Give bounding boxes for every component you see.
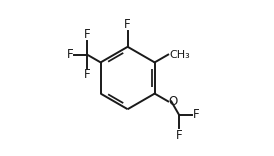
Text: F: F	[193, 108, 199, 121]
Text: F: F	[84, 68, 90, 81]
Text: O: O	[169, 95, 178, 108]
Text: F: F	[124, 18, 131, 31]
Text: F: F	[176, 129, 182, 142]
Text: F: F	[84, 28, 90, 41]
Text: CH₃: CH₃	[169, 50, 190, 60]
Text: F: F	[67, 48, 73, 61]
